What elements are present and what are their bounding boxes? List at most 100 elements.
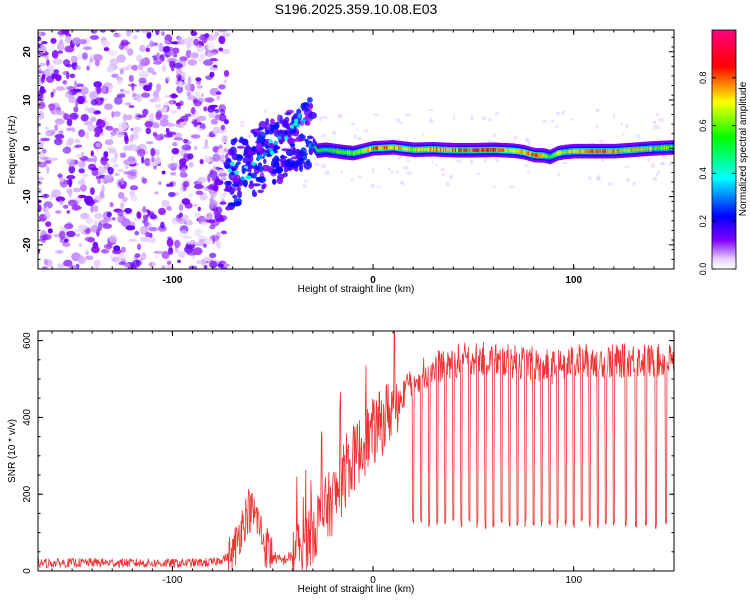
heatmap-cell [63, 113, 70, 120]
heatmap-cell [187, 76, 192, 85]
heatmap-cell [376, 185, 379, 188]
y-tick-label: 0 [22, 145, 33, 151]
heatmap-cell [488, 140, 492, 143]
y-tick-label: 400 [22, 409, 33, 426]
colorbar-tick-label: 0.4 [698, 167, 708, 180]
heatmap-cell [316, 149, 319, 153]
heatmap-cell [314, 146, 317, 150]
heatmap-cell [127, 156, 136, 162]
heatmap-cell [104, 139, 114, 146]
heatmap-cell [557, 151, 559, 155]
heatmap-cell [40, 76, 45, 83]
heatmap-cell [657, 170, 661, 173]
heatmap-cell [196, 85, 203, 89]
heatmap-cell [129, 134, 134, 143]
heatmap-cell [242, 168, 247, 172]
heatmap-cell [81, 173, 89, 178]
heatmap-cell [544, 154, 546, 158]
heatmap-cell [392, 145, 394, 150]
heatmap-cell [560, 150, 562, 155]
heatmap-cell [139, 236, 149, 242]
heatmap-cell [400, 121, 404, 125]
heatmap-cell [38, 70, 45, 74]
heatmap-cell [598, 139, 605, 144]
heatmap-cell [300, 147, 307, 155]
heatmap-cell [440, 168, 445, 172]
heatmap-cell [264, 108, 268, 113]
heatmap-cell [224, 144, 228, 147]
heatmap-cell [525, 151, 527, 155]
heatmap-cell [193, 203, 199, 207]
heatmap-cell [38, 45, 47, 54]
heatmap-cell [317, 148, 320, 153]
heatmap-cell [655, 146, 658, 150]
heatmap-cell [401, 181, 405, 186]
heatmap-cell [167, 131, 177, 135]
heatmap-cell [166, 122, 176, 127]
colorbar-tick-label: 0.8 [698, 72, 708, 85]
heatmap-cell [307, 97, 313, 103]
heatmap-cell [153, 96, 159, 102]
heatmap-cell [156, 52, 160, 60]
heatmap-cell [424, 147, 426, 152]
heatmap-cell [122, 149, 128, 154]
heatmap-cell [253, 191, 258, 197]
heatmap-cell [526, 151, 528, 155]
heatmap-cell [44, 126, 49, 130]
heatmap-cell [404, 147, 406, 151]
heatmap-cell [308, 111, 317, 120]
spectrogram-heatmap [38, 30, 674, 269]
heatmap-cell [451, 148, 453, 152]
heatmap-cell [78, 194, 87, 199]
heatmap-cell [372, 146, 374, 151]
heatmap-cell [90, 99, 98, 106]
heatmap-cell [207, 52, 212, 58]
heatmap-cell [55, 74, 62, 82]
heatmap-cell [556, 151, 558, 156]
heatmap-cell [341, 150, 343, 154]
heatmap-cell [170, 110, 178, 115]
heatmap-cell [350, 151, 352, 155]
heatmap-cell [164, 101, 170, 109]
heatmap-cell [448, 148, 450, 152]
heatmap-cell [167, 163, 174, 169]
heatmap-cell [423, 147, 425, 152]
heatmap-cell [463, 148, 465, 152]
heatmap-cell [272, 124, 279, 130]
colorbar-tick-label: 0.2 [698, 215, 708, 228]
heatmap-cell [632, 181, 636, 186]
heatmap-cell [471, 148, 473, 152]
heatmap-cell [201, 260, 207, 266]
heatmap-cell [574, 149, 576, 153]
heatmap-cell [146, 237, 157, 243]
heatmap-cell [199, 127, 204, 132]
heatmap-cell [119, 184, 127, 189]
heatmap-cell [373, 113, 379, 116]
heatmap-cell [82, 46, 93, 51]
heatmap-cell [245, 175, 250, 180]
heatmap-cell [301, 107, 310, 112]
heatmap-cell [271, 157, 278, 163]
heatmap-cell [188, 161, 194, 168]
heatmap-cell [74, 65, 82, 70]
heatmap-cell [665, 146, 667, 150]
heatmap-cell [586, 149, 588, 153]
heatmap-cell [80, 212, 90, 220]
heatmap-cell [612, 149, 615, 153]
heatmap-cell [650, 163, 656, 168]
heatmap-cell [365, 148, 367, 152]
heatmap-cell [533, 153, 535, 157]
heatmap-cell [513, 149, 515, 153]
heatmap-cell [352, 151, 354, 155]
heatmap-cell [109, 58, 120, 65]
heatmap-cell [138, 77, 147, 84]
heatmap-cell [116, 54, 126, 63]
heatmap-cell [178, 122, 185, 129]
heatmap-cell [452, 148, 454, 152]
heatmap-cell [547, 154, 549, 159]
heatmap-cell [514, 149, 516, 153]
heatmap-cell [245, 143, 250, 152]
heatmap-cell [62, 71, 70, 75]
heatmap-cell [600, 157, 605, 162]
heatmap-cell [554, 152, 556, 157]
